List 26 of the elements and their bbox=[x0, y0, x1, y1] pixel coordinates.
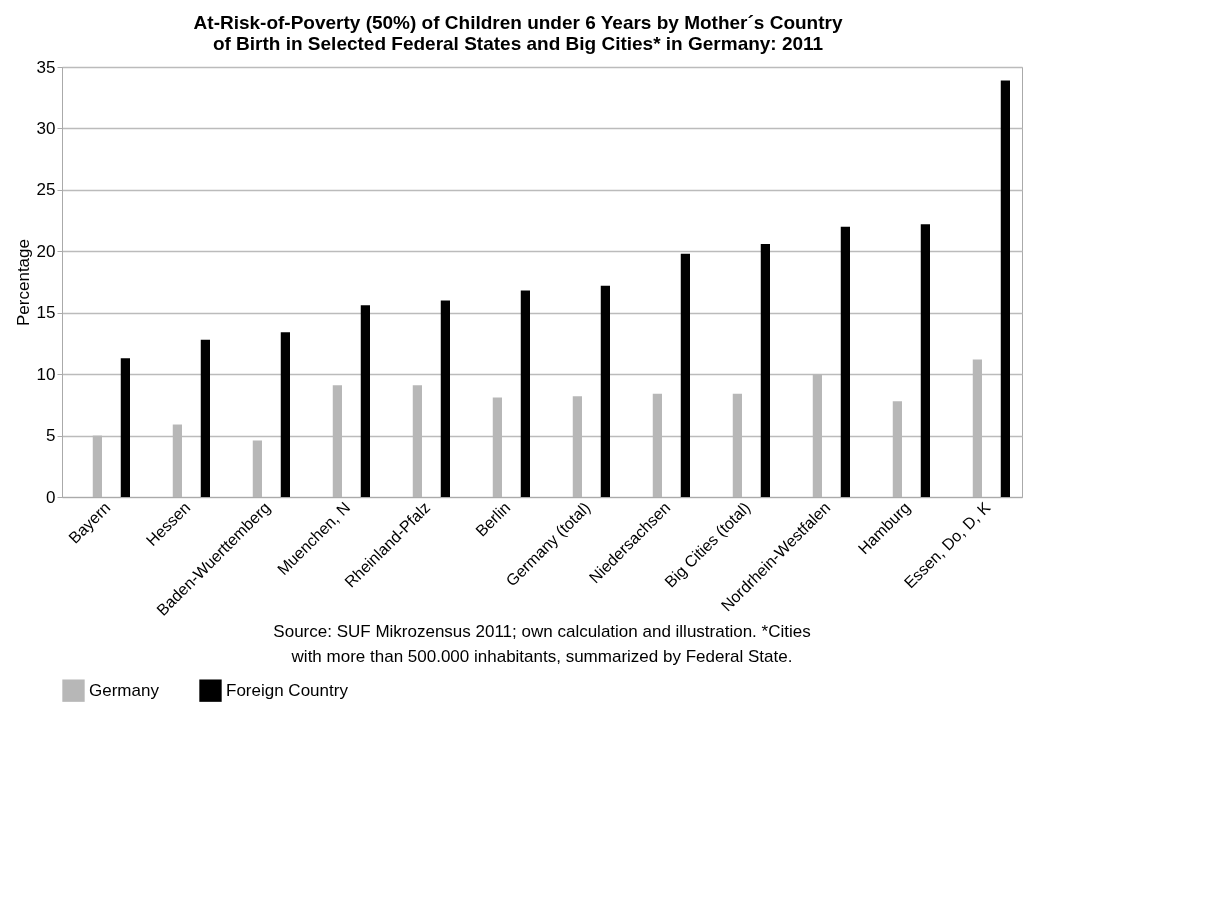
bar bbox=[760, 243, 770, 497]
bar bbox=[1000, 80, 1010, 497]
bar bbox=[920, 224, 930, 497]
y-tick-label: 0 bbox=[46, 487, 56, 507]
bar bbox=[120, 358, 130, 497]
y-tick-label: 15 bbox=[36, 303, 56, 323]
bar bbox=[440, 300, 450, 497]
bar bbox=[600, 285, 610, 497]
source-note: Source: SUF Mikrozensus 2011; own calculation and illustration. *Cities with more than 500.000 inhabitants, summarized by Federal State. bbox=[273, 621, 811, 666]
legend-label: Foreign Country bbox=[226, 680, 349, 700]
y-tick-label: 30 bbox=[36, 118, 56, 138]
bar bbox=[680, 253, 690, 497]
y-tick-label: 35 bbox=[36, 57, 56, 77]
y-tick-label: 10 bbox=[36, 364, 56, 384]
bar bbox=[200, 339, 210, 497]
bar bbox=[252, 440, 262, 497]
bar bbox=[520, 290, 530, 497]
bar bbox=[360, 305, 370, 497]
y-tick-label: 25 bbox=[36, 180, 56, 200]
bar bbox=[280, 332, 290, 497]
bar bbox=[840, 226, 850, 497]
y-tick-label: 5 bbox=[46, 426, 56, 446]
y-axis-title: Percentage bbox=[13, 239, 33, 326]
chart-title: At-Risk-of-Poverty (50%) of Children under 6 Years by Mother´s Country of Birth in Selected Federal States and Big Cities* in Germany: 2011 bbox=[193, 11, 843, 54]
y-tick-label: 20 bbox=[36, 241, 56, 261]
legend-label: Germany bbox=[89, 680, 160, 700]
